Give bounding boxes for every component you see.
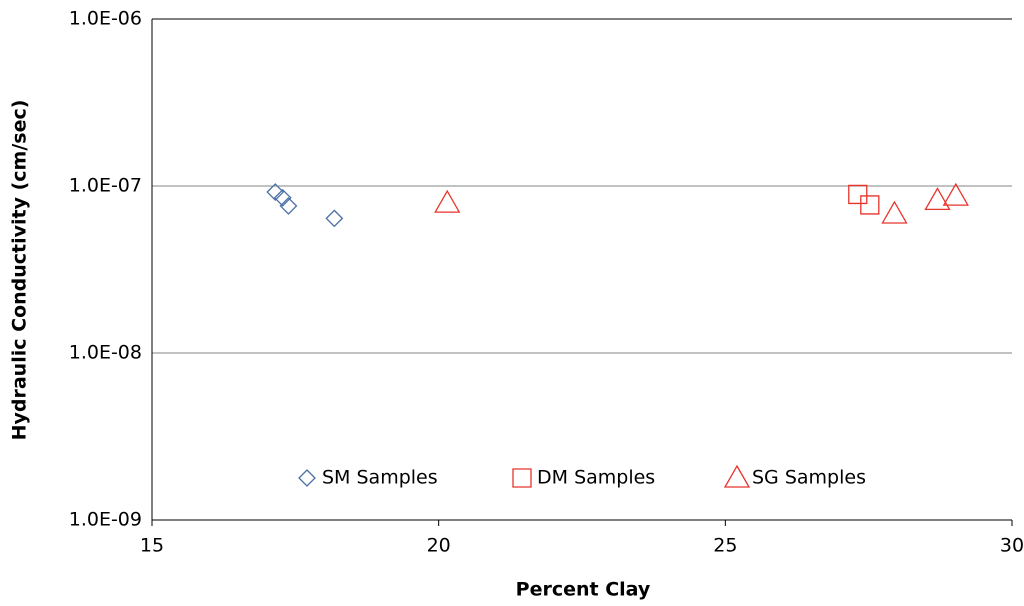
legend-marker [298,469,316,487]
x-tick-label: 15 [140,535,164,557]
legend-label: SG Samples [752,467,866,489]
legend-marker [723,464,751,488]
x-tick-label: 25 [713,535,737,557]
marker [266,183,285,201]
y-tick-label: 1.0E-08 [69,342,142,364]
marker [942,182,969,206]
marker [273,188,292,207]
marker [881,200,908,224]
marker [860,195,880,215]
marker [848,184,868,205]
y-tick-label: 1.0E-09 [69,509,142,531]
marker [325,209,344,228]
legend-label: SM Samples [322,467,438,489]
y-tick-label: 1.0E-06 [69,8,142,30]
legend-label: DM Samples [537,467,655,489]
marker [924,187,951,211]
y-axis-title: Hydraulic Conductivity (cm/sec) [9,100,31,441]
x-axis-title: Percent Clay [516,579,651,601]
x-tick-label: 20 [427,535,451,557]
marker [279,196,298,215]
x-tick-label: 30 [1000,535,1024,557]
y-tick-label: 1.0E-07 [69,175,142,197]
marker [434,189,461,213]
legend-marker [512,468,532,488]
